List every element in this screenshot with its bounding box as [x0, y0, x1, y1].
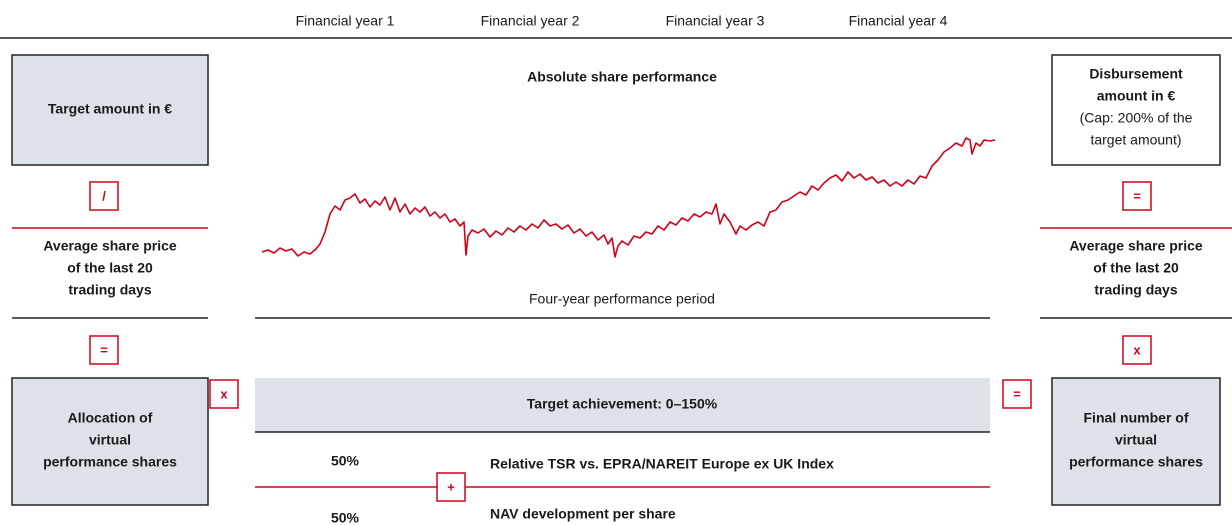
disbursement-box	[1051, 54, 1221, 166]
operator: =	[100, 342, 108, 357]
year-label: Financial year 4	[849, 13, 948, 29]
target-amount: Target amount in €	[48, 101, 172, 117]
share-price-illustration	[261, 137, 996, 258]
final-number-box	[1051, 377, 1221, 506]
operator: /	[102, 188, 106, 203]
component-weight: 50%	[331, 510, 360, 525]
year-label: Financial year 3	[666, 13, 765, 29]
cap-note: target amount)	[1090, 132, 1181, 148]
allocation-box	[11, 377, 209, 506]
average-price: trading days	[68, 282, 151, 298]
disbursement: Disbursement	[1089, 66, 1183, 82]
operator: x	[1133, 342, 1141, 357]
operator-box	[1002, 379, 1032, 409]
component-label: Relative TSR vs. EPRA/NAREIT Europe ex U…	[490, 456, 834, 472]
center-title: Absolute share performance	[527, 69, 717, 85]
operator: =	[1013, 386, 1021, 401]
average-price: Average share price	[43, 238, 177, 254]
allocation: virtual	[89, 432, 131, 448]
disbursement: amount in €	[1097, 88, 1176, 104]
year-label: Financial year 2	[481, 13, 580, 29]
average-price: trading days	[1094, 282, 1177, 298]
cap-note: (Cap: 200% of the	[1080, 110, 1193, 126]
target-amount-box	[11, 54, 209, 166]
average-price: Average share price	[1069, 238, 1203, 254]
operator-box	[1122, 335, 1152, 365]
operator-box	[436, 472, 466, 502]
operator-box	[89, 181, 119, 211]
component-weight: 50%	[331, 453, 360, 469]
target-achievement: Target achievement: 0–150%	[527, 396, 718, 412]
operator-box	[89, 335, 119, 365]
operator: x	[220, 386, 228, 401]
operator: +	[447, 479, 455, 494]
allocation: Allocation of	[68, 410, 153, 426]
operator-box	[1122, 181, 1152, 211]
average-price: of the last 20	[67, 260, 153, 276]
final-number: virtual	[1115, 432, 1157, 448]
operator-box	[209, 379, 239, 409]
final-number: Final number of	[1084, 410, 1189, 426]
period-label: Four-year performance period	[529, 291, 715, 307]
component-label: NAV development per share	[490, 506, 676, 522]
target-achievement-bar	[255, 378, 990, 432]
average-price: of the last 20	[1093, 260, 1179, 276]
operator: =	[1133, 188, 1141, 203]
allocation: performance shares	[43, 454, 177, 470]
final-number: performance shares	[1069, 454, 1203, 470]
year-label: Financial year 1	[296, 13, 395, 29]
